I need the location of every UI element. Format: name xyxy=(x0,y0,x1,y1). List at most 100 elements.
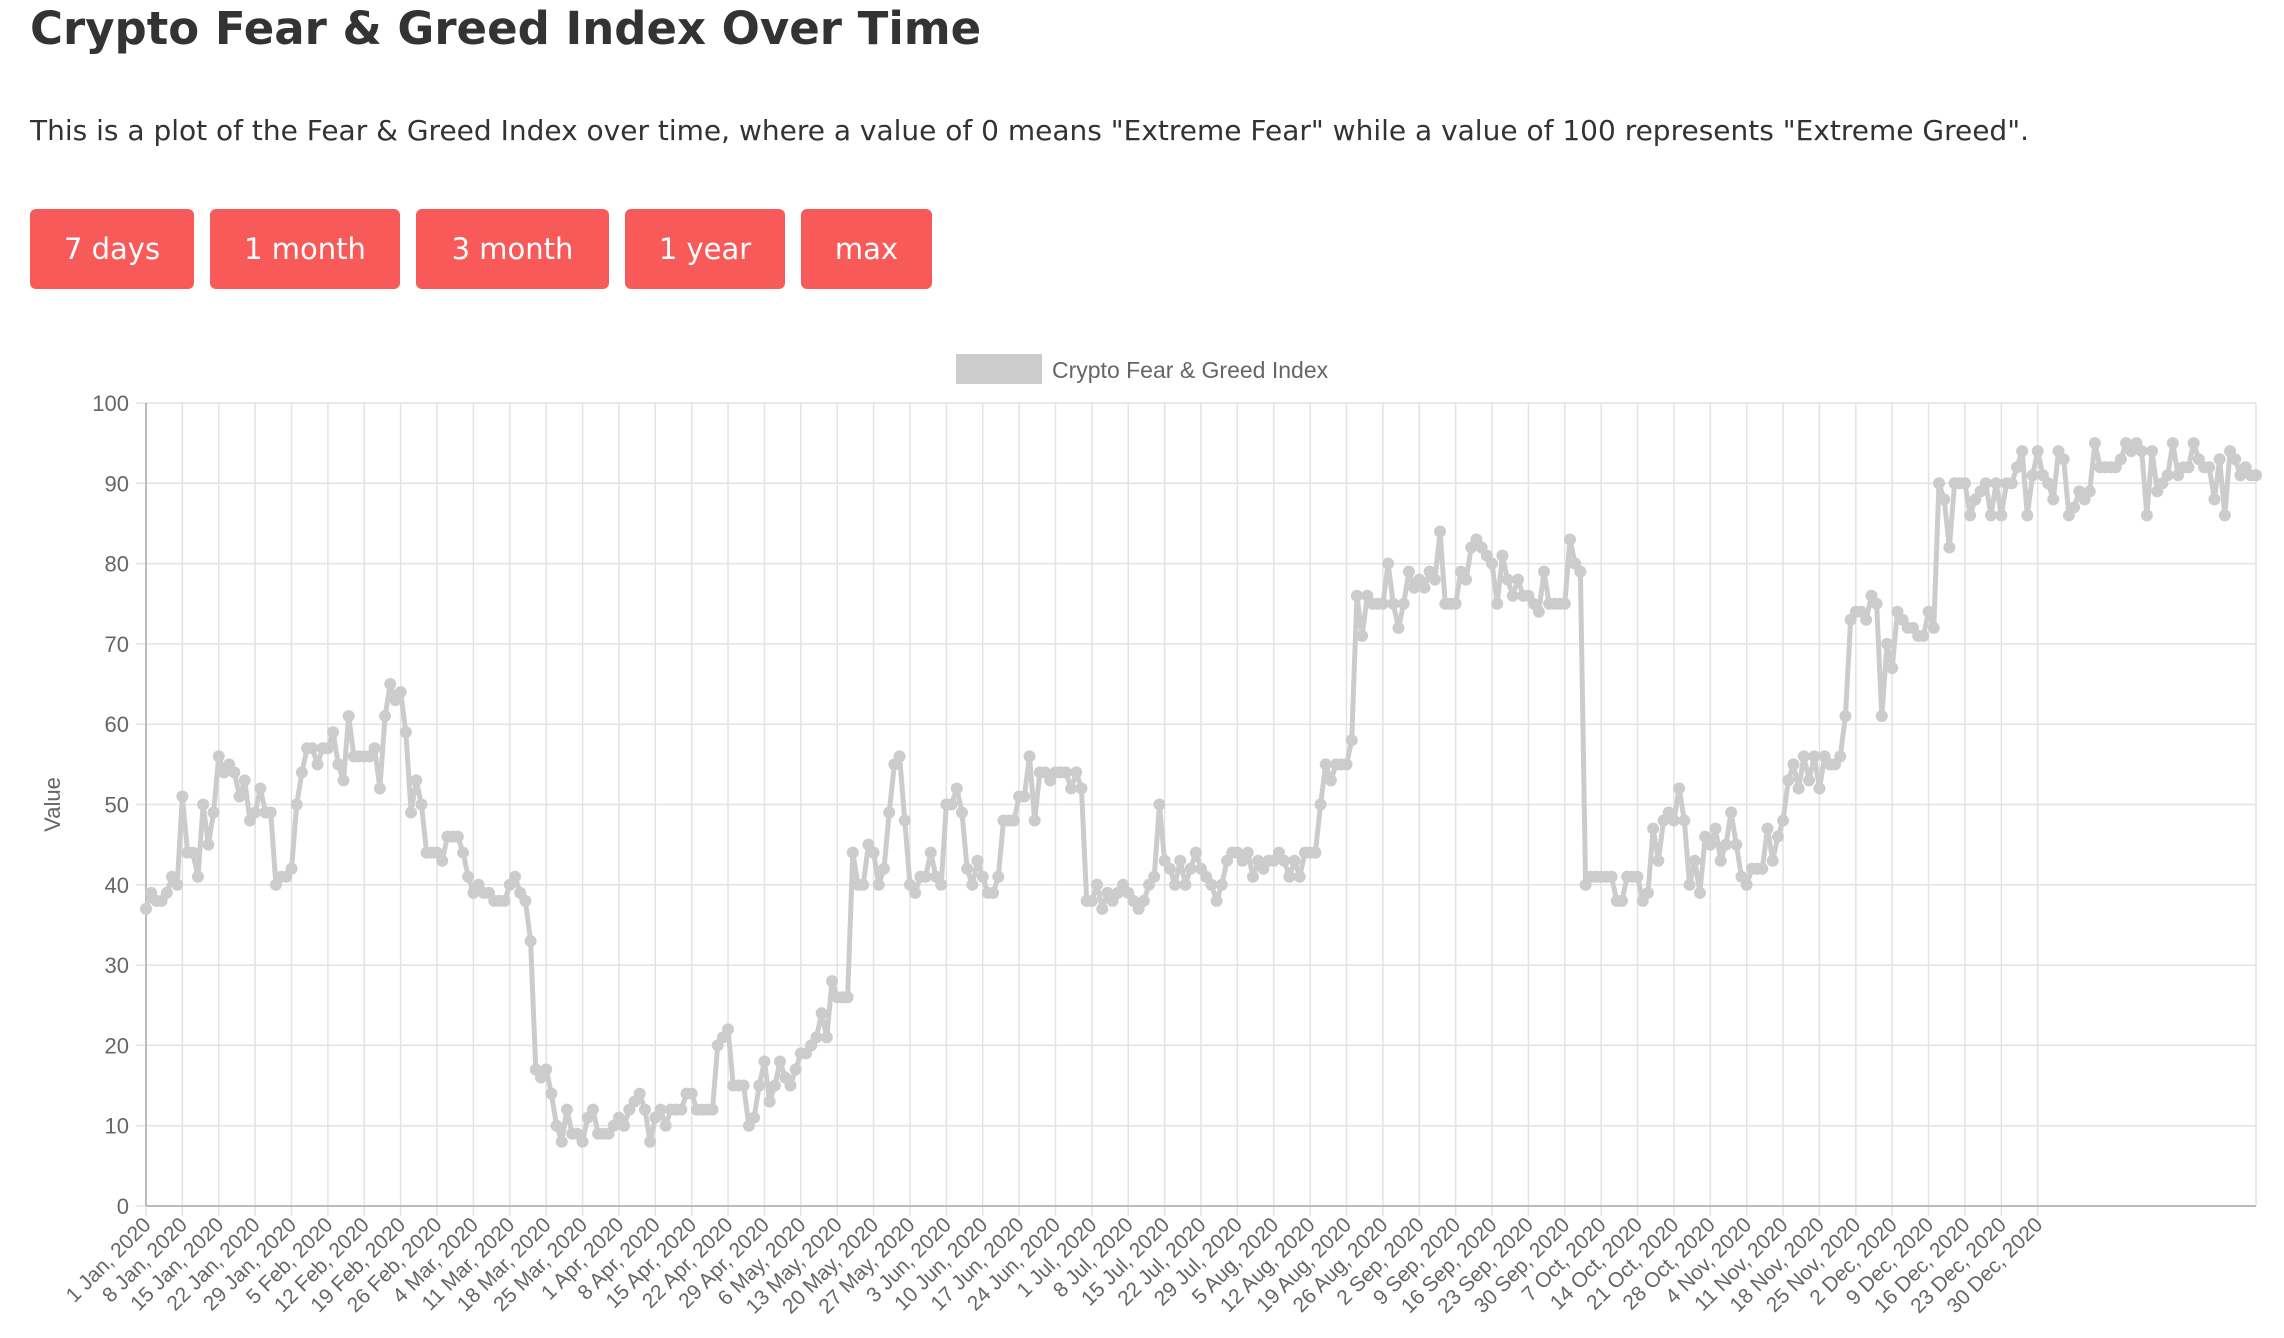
data-point[interactable] xyxy=(1075,782,1088,795)
data-point[interactable] xyxy=(249,806,262,819)
data-point[interactable] xyxy=(1288,854,1301,867)
data-point[interactable] xyxy=(1278,854,1291,867)
data-point[interactable] xyxy=(498,894,511,907)
data-point[interactable] xyxy=(774,1055,787,1068)
data-point[interactable] xyxy=(815,1007,828,1020)
data-point[interactable] xyxy=(2182,461,2195,474)
data-point[interactable] xyxy=(758,1055,771,1068)
data-point[interactable] xyxy=(1096,902,1109,915)
data-point[interactable] xyxy=(586,1103,599,1116)
data-point[interactable] xyxy=(415,798,428,811)
data-point[interactable] xyxy=(264,806,277,819)
data-point[interactable] xyxy=(1496,549,1509,562)
data-point[interactable] xyxy=(1392,621,1405,634)
data-point[interactable] xyxy=(1740,878,1753,891)
data-point[interactable] xyxy=(1605,870,1618,883)
data-point[interactable] xyxy=(1803,774,1816,787)
data-point[interactable] xyxy=(1418,581,1431,594)
data-point[interactable] xyxy=(1174,854,1187,867)
data-point[interactable] xyxy=(2047,493,2060,506)
data-point[interactable] xyxy=(2088,437,2101,450)
data-point[interactable] xyxy=(1018,790,1031,803)
data-point[interactable] xyxy=(399,726,412,739)
data-point[interactable] xyxy=(1964,509,1977,522)
data-point[interactable] xyxy=(2031,445,2044,458)
data-point[interactable] xyxy=(1319,758,1332,771)
data-point[interactable] xyxy=(207,806,220,819)
data-point[interactable] xyxy=(1460,573,1473,586)
data-point[interactable] xyxy=(1283,870,1296,883)
data-point[interactable] xyxy=(1766,854,1779,867)
data-point[interactable] xyxy=(436,854,449,867)
data-point[interactable] xyxy=(1938,493,1951,506)
data-point[interactable] xyxy=(176,790,189,803)
data-point[interactable] xyxy=(1179,878,1192,891)
data-point[interactable] xyxy=(233,790,246,803)
data-point[interactable] xyxy=(1792,782,1805,795)
data-point[interactable] xyxy=(1215,878,1228,891)
data-point[interactable] xyxy=(1678,814,1691,827)
data-point[interactable] xyxy=(722,1023,735,1036)
data-point[interactable] xyxy=(311,758,324,771)
data-point[interactable] xyxy=(763,1095,776,1108)
data-point[interactable] xyxy=(327,726,340,739)
data-point[interactable] xyxy=(1688,854,1701,867)
data-point[interactable] xyxy=(1984,509,1997,522)
data-point[interactable] xyxy=(919,870,932,883)
data-point[interactable] xyxy=(1574,565,1587,578)
data-point[interactable] xyxy=(1615,894,1628,907)
data-point[interactable] xyxy=(935,878,948,891)
data-point[interactable] xyxy=(1293,870,1306,883)
data-point[interactable] xyxy=(748,1111,761,1124)
range-1-year-button[interactable]: 1 year xyxy=(625,209,785,289)
data-point[interactable] xyxy=(410,774,423,787)
data-point[interactable] xyxy=(1958,477,1971,490)
data-point[interactable] xyxy=(1927,621,1940,634)
data-point[interactable] xyxy=(961,862,974,875)
data-point[interactable] xyxy=(945,798,958,811)
data-point[interactable] xyxy=(909,886,922,899)
data-point[interactable] xyxy=(1922,605,1935,618)
data-point[interactable] xyxy=(555,1135,568,1148)
data-point[interactable] xyxy=(519,894,532,907)
data-point[interactable] xyxy=(1350,589,1363,602)
data-point[interactable] xyxy=(1652,854,1665,867)
data-point[interactable] xyxy=(524,935,537,948)
data-point[interactable] xyxy=(1501,573,1514,586)
data-point[interactable] xyxy=(337,774,350,787)
data-point[interactable] xyxy=(238,774,251,787)
data-point[interactable] xyxy=(872,878,885,891)
data-point[interactable] xyxy=(405,806,418,819)
data-point[interactable] xyxy=(295,766,308,779)
data-point[interactable] xyxy=(2213,453,2226,466)
data-point[interactable] xyxy=(1205,878,1218,891)
data-point[interactable] xyxy=(1153,798,1166,811)
data-point[interactable] xyxy=(846,846,859,859)
data-point[interactable] xyxy=(857,878,870,891)
data-point[interactable] xyxy=(1693,886,1706,899)
data-point[interactable] xyxy=(2068,501,2081,514)
data-point[interactable] xyxy=(140,902,152,915)
data-point[interactable] xyxy=(1797,750,1810,763)
data-point[interactable] xyxy=(197,798,210,811)
data-point[interactable] xyxy=(1875,710,1888,723)
range-7-days-button[interactable]: 7 days xyxy=(30,209,194,289)
data-point[interactable] xyxy=(1449,597,1462,610)
data-point[interactable] xyxy=(618,1119,631,1132)
data-point[interactable] xyxy=(1782,774,1795,787)
data-point[interactable] xyxy=(820,1031,833,1044)
data-point[interactable] xyxy=(202,838,215,851)
data-point[interactable] xyxy=(1860,613,1873,626)
data-point[interactable] xyxy=(685,1087,698,1100)
data-point[interactable] xyxy=(540,1063,553,1076)
data-point[interactable] xyxy=(1813,782,1826,795)
data-point[interactable] xyxy=(654,1103,667,1116)
data-point[interactable] xyxy=(898,814,911,827)
data-point[interactable] xyxy=(550,1119,563,1132)
data-point[interactable] xyxy=(1506,589,1519,602)
data-point[interactable] xyxy=(987,886,1000,899)
data-point[interactable] xyxy=(706,1103,719,1116)
data-point[interactable] xyxy=(1881,637,1894,650)
data-point[interactable] xyxy=(373,782,386,795)
data-point[interactable] xyxy=(306,742,319,755)
